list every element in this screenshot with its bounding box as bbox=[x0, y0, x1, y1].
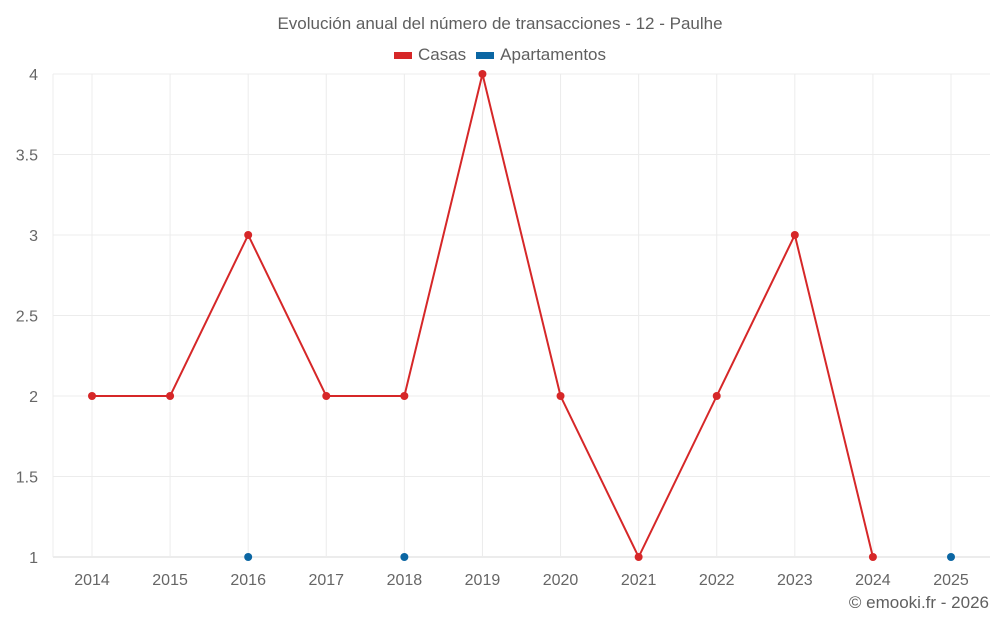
apartamentos-swatch-icon bbox=[476, 51, 495, 59]
data-point-casas[interactable] bbox=[322, 392, 331, 400]
data-point-apartamentos[interactable] bbox=[400, 553, 409, 561]
data-point-casas[interactable] bbox=[556, 392, 565, 400]
x-tick-label: 2024 bbox=[855, 572, 891, 589]
chart-title: Evolución anual del número de transaccio… bbox=[277, 14, 723, 33]
data-point-casas[interactable] bbox=[166, 392, 175, 400]
y-tick-label: 4 bbox=[29, 67, 38, 84]
chart-legend: Casas Apartamentos bbox=[0, 45, 1000, 65]
x-tick-label: 2023 bbox=[777, 572, 813, 589]
x-tick-label: 2015 bbox=[152, 572, 188, 589]
x-tick-label: 2014 bbox=[74, 572, 110, 589]
data-point-casas[interactable] bbox=[790, 231, 799, 239]
x-tick-label: 2017 bbox=[308, 572, 344, 589]
x-tick-label: 2016 bbox=[230, 572, 266, 589]
data-point-casas[interactable] bbox=[868, 553, 877, 561]
y-tick-label: 1.5 bbox=[16, 470, 38, 487]
x-tick-label: 2022 bbox=[699, 572, 735, 589]
y-tick-label: 3.5 bbox=[16, 148, 38, 165]
copyright-credit: © emooki.fr - 2026 bbox=[848, 593, 989, 612]
y-tick-label: 2.5 bbox=[16, 309, 38, 326]
legend-label: Apartamentos bbox=[500, 45, 607, 64]
data-point-casas[interactable] bbox=[400, 392, 409, 400]
y-tick-label: 1 bbox=[29, 550, 38, 567]
x-tick-label: 2021 bbox=[621, 572, 657, 589]
data-point-apartamentos[interactable] bbox=[947, 553, 955, 561]
y-tick-label: 2 bbox=[29, 389, 38, 406]
legend-label: Casas bbox=[417, 45, 467, 64]
x-tick-label: 2020 bbox=[543, 572, 579, 589]
data-point-casas[interactable] bbox=[244, 231, 253, 239]
data-point-casas[interactable] bbox=[712, 392, 721, 400]
legend-item-apartamentos[interactable]: Apartamentos bbox=[476, 45, 606, 65]
data-point-apartamentos[interactable] bbox=[244, 553, 253, 561]
y-tick-label: 3 bbox=[29, 228, 38, 245]
data-point-casas[interactable] bbox=[88, 392, 96, 400]
casas-swatch-icon bbox=[393, 51, 412, 59]
data-point-casas[interactable] bbox=[634, 553, 643, 561]
data-point-casas[interactable] bbox=[478, 70, 487, 78]
x-tick-label: 2019 bbox=[465, 572, 501, 589]
x-tick-label: 2018 bbox=[387, 572, 423, 589]
legend-item-casas[interactable]: Casas bbox=[393, 45, 467, 65]
x-tick-label: 2025 bbox=[933, 572, 969, 589]
